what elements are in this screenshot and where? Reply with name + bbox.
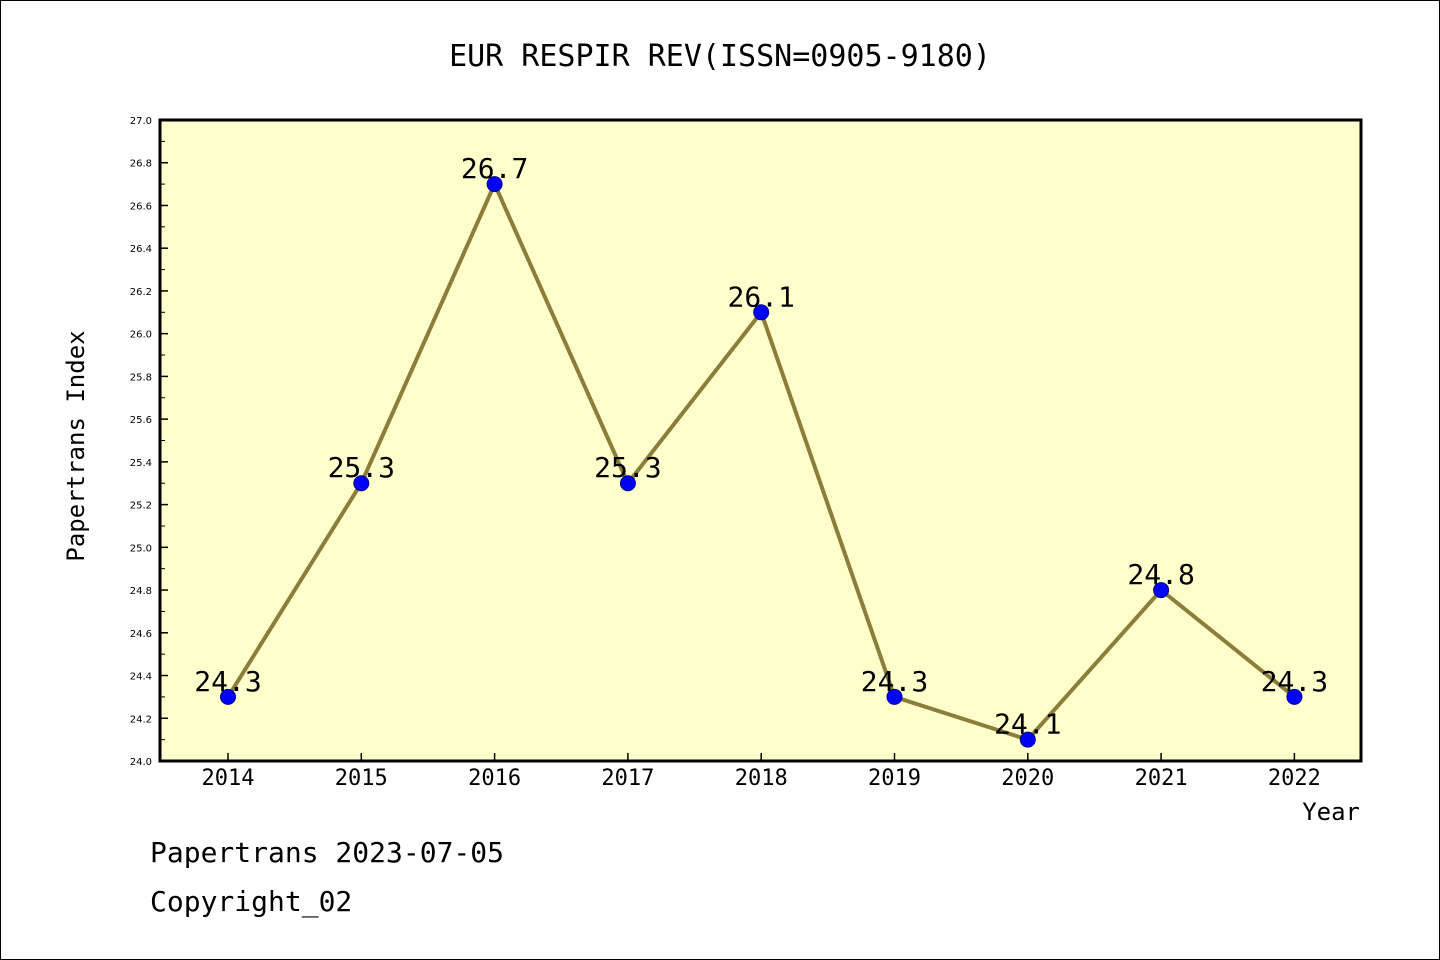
x-tick-label: 2015	[335, 766, 388, 791]
y-tick-label: 26.8	[130, 159, 152, 170]
y-tick-label: 26.0	[130, 330, 152, 341]
data-label: 25.3	[594, 451, 661, 484]
y-tick-label: 24.8	[130, 586, 152, 597]
x-tick-label: 2014	[202, 766, 255, 791]
x-tick-label: 2021	[1135, 766, 1188, 791]
y-tick-label: 24.4	[130, 672, 152, 683]
data-point	[220, 688, 236, 705]
data-point	[1019, 731, 1036, 748]
data-point	[1286, 688, 1303, 705]
data-point	[753, 304, 770, 321]
x-tick-label: 2018	[735, 766, 788, 791]
data-point	[486, 176, 503, 193]
data-label: 25.3	[328, 451, 395, 484]
data-label: 24.3	[194, 665, 261, 698]
data-point	[353, 475, 370, 492]
y-tick-label: 26.4	[130, 244, 152, 255]
y-tick-label: 25.8	[130, 372, 152, 383]
footer-copyright: Copyright_02	[150, 885, 353, 918]
chart-title: EUR RESPIR REV(ISSN=0905-9180)	[449, 39, 991, 74]
y-axis-ticks: 24.0 24.2 24.4 24.6 24.8 25.0 25.2 25.4 25.6 25.8…	[130, 116, 168, 768]
footer-date: Papertrans 2023-07-05	[150, 836, 505, 869]
y-tick-label: 26.2	[130, 287, 152, 298]
y-tick-label: 27.0	[130, 116, 152, 127]
plot-area	[158, 118, 1363, 763]
x-tick-label: 2022	[1268, 766, 1321, 791]
y-tick-label: 25.6	[130, 415, 152, 426]
data-label: 24.3	[1261, 665, 1328, 698]
y-tick-label: 24.2	[130, 714, 152, 725]
x-axis-ticks: 2014 2015 2016 2017 2018 2019 2020 2021 2022	[202, 753, 1321, 791]
data-label: 24.3	[861, 665, 928, 698]
y-tick-label: 24.6	[130, 629, 152, 640]
data-label: 24.8	[1127, 558, 1194, 591]
data-label: 26.7	[461, 152, 528, 185]
x-tick-label: 2019	[868, 766, 921, 791]
data-point	[1153, 582, 1170, 599]
data-label: 24.1	[994, 708, 1061, 741]
x-tick-label: 2016	[468, 766, 521, 791]
series-layer	[220, 176, 1303, 748]
x-tick-label: 2020	[1001, 766, 1054, 791]
data-point	[619, 475, 636, 492]
y-tick-label: 25.4	[130, 458, 152, 469]
y-tick-label: 26.6	[130, 201, 152, 212]
y-axis-label: Papertrans Index	[62, 330, 90, 561]
data-point	[886, 688, 903, 705]
data-label-layer: 24.3 25.3 26.7 25.3 26.1 24.3 24.1 24.8 24.3	[194, 152, 1328, 741]
y-tick-label: 25.2	[130, 501, 152, 512]
data-label: 26.1	[727, 280, 794, 313]
y-tick-label: 25.0	[130, 543, 152, 554]
x-tick-label: 2017	[601, 766, 654, 791]
y-tick-label: 24.0	[130, 757, 152, 768]
x-axis-label: Year	[1302, 798, 1360, 826]
